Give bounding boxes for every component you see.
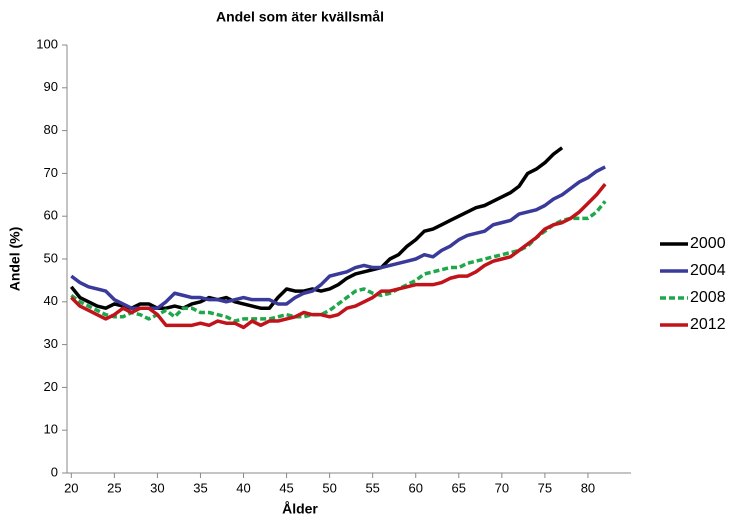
x-tick-label: 35 (193, 480, 207, 495)
series-line (70, 200, 607, 323)
x-tick-label: 60 (408, 480, 422, 495)
y-tick-label: 0 (51, 464, 58, 479)
y-tick-label: 90 (44, 79, 58, 94)
y-tick-label: 10 (44, 422, 58, 437)
chart-title: Andel som äter kvällsmål (216, 9, 384, 25)
y-tick-label: 30 (44, 336, 58, 351)
legend-label: 2008 (690, 289, 726, 306)
legend-label: 2000 (690, 235, 726, 252)
legend-label: 2012 (690, 316, 726, 333)
x-tick-label: 75 (538, 480, 552, 495)
x-tick-label: 50 (322, 480, 336, 495)
x-tick-label: 40 (236, 480, 250, 495)
y-tick-label: 80 (44, 122, 58, 137)
y-tick-label: 50 (44, 250, 58, 265)
x-tick-label: 45 (279, 480, 293, 495)
x-tick-label: 70 (495, 480, 509, 495)
x-tick-label: 80 (581, 480, 595, 495)
x-tick-label: 30 (150, 480, 164, 495)
y-tick-label: 60 (44, 208, 58, 223)
x-tick-label: 65 (452, 480, 466, 495)
y-tick-label: 100 (36, 36, 58, 51)
y-axis-label: Andel (%) (7, 227, 23, 292)
series-line (70, 183, 607, 330)
x-axis-label: Ålder (282, 501, 318, 517)
series-line (70, 165, 606, 310)
y-tick-label: 20 (44, 379, 58, 394)
x-tick-label: 25 (107, 480, 121, 495)
legend-label: 2004 (690, 262, 726, 279)
y-tick-label: 40 (44, 293, 58, 308)
x-tick-label: 55 (365, 480, 379, 495)
x-tick-label: 20 (64, 480, 78, 495)
y-tick-label: 70 (44, 165, 58, 180)
